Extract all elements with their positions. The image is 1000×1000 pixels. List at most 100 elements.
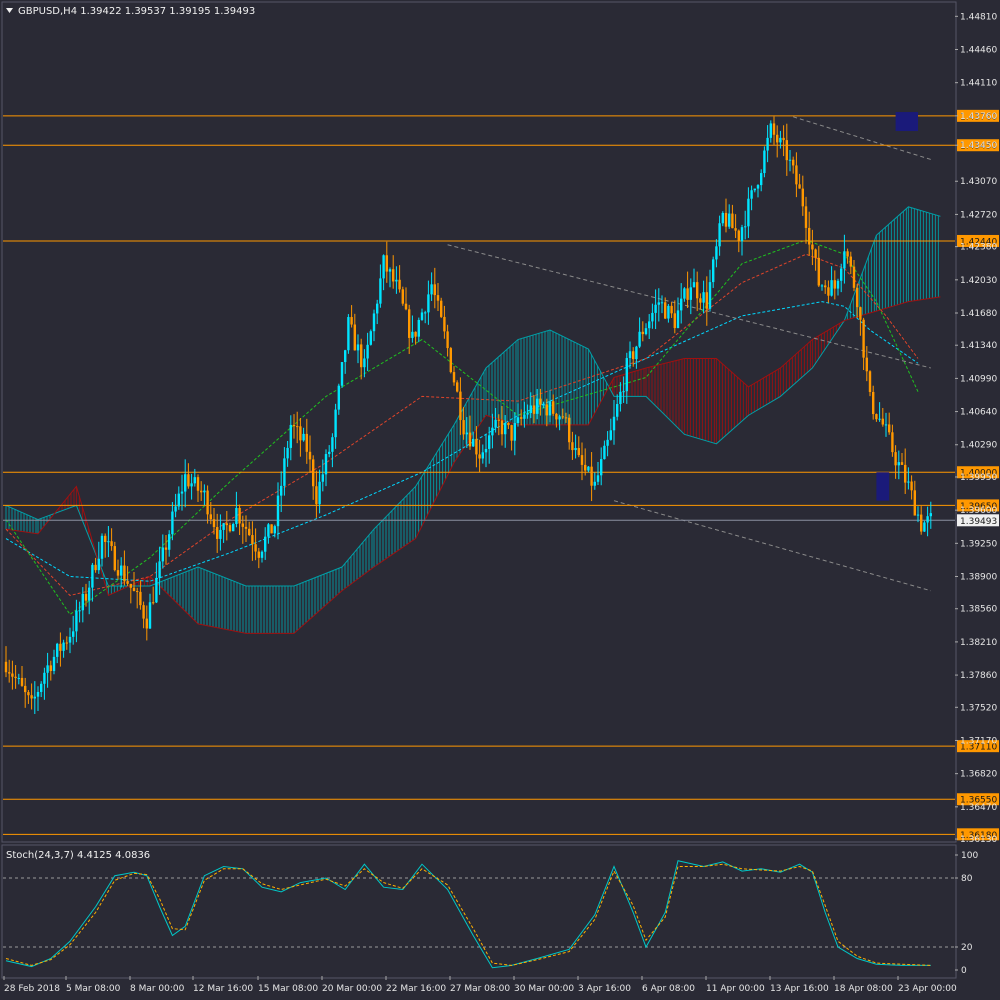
candle-body bbox=[721, 212, 724, 224]
level-label-1.40000: 1.40000 bbox=[960, 469, 997, 479]
candle-body bbox=[590, 466, 593, 486]
chart-header: GBPUSD,H4 1.39422 1.39537 1.39195 1.3949… bbox=[6, 6, 255, 17]
candle-body bbox=[900, 462, 904, 465]
level-label-1.39650: 1.39650 bbox=[960, 502, 997, 512]
candle-body bbox=[155, 577, 158, 603]
candle-body bbox=[600, 459, 603, 476]
level-label-1.43760: 1.43760 bbox=[960, 112, 997, 122]
candle-body bbox=[702, 292, 705, 303]
candle-body bbox=[148, 602, 152, 629]
stochastic-panel[interactable]: 100 80 20 0 Stoch(24,3,7) 4.4125 4.0836 bbox=[1, 844, 978, 979]
candle-body bbox=[65, 642, 68, 644]
candle-body bbox=[331, 437, 334, 452]
candle-body bbox=[910, 481, 913, 491]
x-tick-label: 22 Mar 16:00 bbox=[386, 984, 446, 994]
candle-body bbox=[328, 451, 331, 455]
candle-body bbox=[350, 317, 353, 325]
candle-body bbox=[248, 528, 251, 536]
candle-body bbox=[795, 165, 798, 185]
candle-body bbox=[622, 391, 625, 393]
candle-body bbox=[904, 464, 907, 483]
candle-body bbox=[468, 432, 472, 447]
candle-body bbox=[120, 565, 123, 576]
candle-body bbox=[257, 551, 260, 558]
x-tick-label: 27 Mar 08:00 bbox=[450, 984, 510, 994]
price-panel[interactable]: 1.43760 1.43450 1.42440 1.40000 1.39650 1.371… bbox=[1, 1, 999, 845]
candle-body bbox=[232, 524, 235, 532]
highlight-box-1 bbox=[895, 112, 918, 132]
candle-body bbox=[692, 282, 696, 288]
senkou-span-a bbox=[5, 206, 941, 587]
candle-body bbox=[520, 417, 523, 419]
candle-body bbox=[430, 284, 433, 295]
candle-body bbox=[424, 312, 427, 314]
candle-body bbox=[62, 642, 65, 651]
candle-body bbox=[673, 313, 676, 329]
x-tick-label: 20 Mar 00:00 bbox=[322, 984, 382, 994]
candle-body bbox=[596, 475, 600, 482]
candle-body bbox=[577, 447, 580, 456]
y-tick-label: 1.39600 bbox=[960, 506, 997, 516]
candle-body bbox=[814, 249, 817, 258]
stochastic-lines: 100 80 20 0 bbox=[3, 851, 978, 976]
candle-body bbox=[312, 459, 315, 487]
stochastic-title: Stoch(24,3,7) 4.4125 4.0836 bbox=[6, 850, 150, 861]
candle-body bbox=[491, 427, 494, 436]
candle-body bbox=[456, 382, 459, 392]
candle-body bbox=[369, 331, 372, 345]
candle-body bbox=[379, 278, 382, 304]
candle-body bbox=[286, 447, 289, 459]
candle-body bbox=[30, 695, 33, 699]
candle-body bbox=[216, 527, 219, 539]
candle-body bbox=[417, 319, 420, 337]
candle-body bbox=[667, 305, 670, 319]
level-label-1.37110: 1.37110 bbox=[960, 743, 997, 753]
candle-body bbox=[545, 404, 548, 416]
candle-body bbox=[168, 534, 171, 550]
candle-body bbox=[20, 677, 24, 686]
stochastic-panel-frame bbox=[1, 844, 957, 979]
candle-body bbox=[478, 454, 481, 459]
candle-body bbox=[264, 536, 267, 552]
candle-body bbox=[827, 287, 830, 296]
level-label-1.36180: 1.36180 bbox=[960, 831, 997, 841]
candle-body bbox=[708, 282, 712, 309]
candle-body bbox=[513, 423, 516, 441]
candle-body bbox=[926, 516, 929, 523]
candle-body bbox=[334, 409, 337, 438]
y-tick-label: 1.37860 bbox=[960, 671, 997, 681]
x-tick-label: 30 Mar 00:00 bbox=[514, 984, 574, 994]
level-tag-1.43450 bbox=[957, 139, 999, 152]
candle-body bbox=[292, 424, 296, 427]
candle-body bbox=[321, 474, 324, 482]
candle-body bbox=[11, 673, 14, 677]
candle-body bbox=[580, 455, 584, 465]
candle-body bbox=[225, 523, 228, 526]
candle-body bbox=[750, 190, 753, 199]
y-tick-label: 1.38900 bbox=[960, 572, 997, 582]
candle-body bbox=[107, 541, 110, 543]
candle-body bbox=[14, 676, 17, 678]
candle-body bbox=[852, 266, 856, 288]
candle-body bbox=[881, 418, 884, 425]
candle-body bbox=[174, 506, 177, 512]
candle-body bbox=[382, 255, 385, 279]
candle-body bbox=[401, 289, 404, 304]
level-tag-1.43760 bbox=[957, 109, 999, 122]
candle-body bbox=[360, 344, 363, 368]
candle-body bbox=[27, 692, 30, 696]
triangle-down-icon[interactable] bbox=[6, 8, 13, 13]
candle-body bbox=[222, 523, 225, 530]
candle-body bbox=[472, 438, 475, 447]
candle-body bbox=[305, 433, 308, 452]
candle-body bbox=[436, 295, 440, 301]
candle-body bbox=[203, 490, 206, 493]
candle-body bbox=[798, 184, 801, 189]
candle-body bbox=[126, 581, 129, 584]
x-tick-label: 13 Apr 16:00 bbox=[770, 984, 829, 994]
candle-body bbox=[388, 269, 392, 272]
candle-body bbox=[206, 490, 209, 515]
trendline-2 bbox=[613, 500, 931, 592]
